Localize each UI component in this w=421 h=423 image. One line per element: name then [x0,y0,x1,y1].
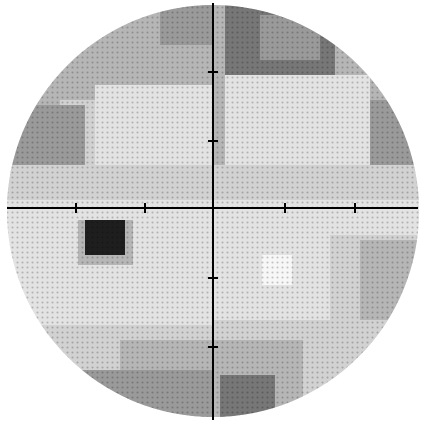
axes [7,3,418,420]
